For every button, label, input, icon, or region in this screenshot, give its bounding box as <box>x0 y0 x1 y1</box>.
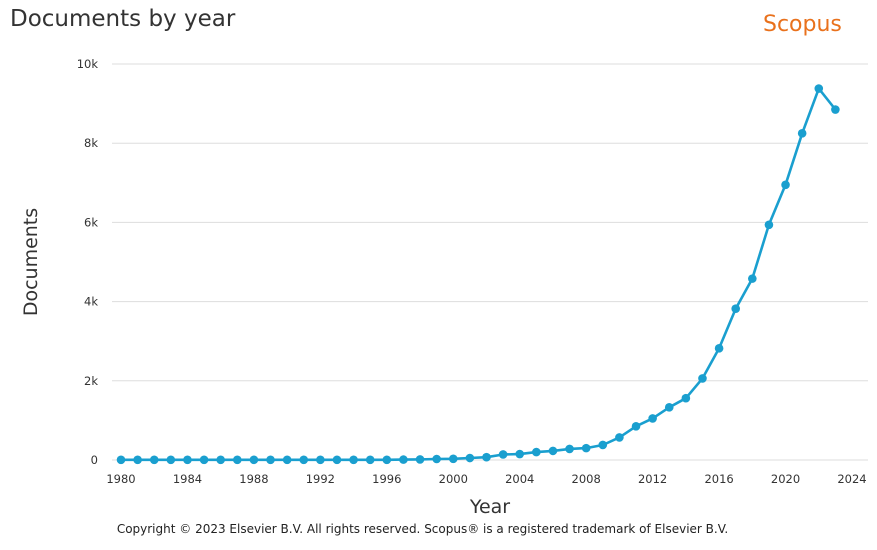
data-point <box>415 455 425 464</box>
x-tick-label: 2012 <box>638 472 667 486</box>
series-line <box>119 87 837 462</box>
line-chart: 0 2k 4k 6k 8k 10k 1980 1984 1988 1992 1996 2000 200… <box>20 57 868 518</box>
data-point <box>432 454 441 464</box>
data-point <box>299 455 309 465</box>
data-point <box>183 455 192 465</box>
scopus-logo: Scopus <box>763 12 842 37</box>
data-point <box>565 444 574 454</box>
data-point <box>448 454 458 464</box>
x-tick-label: 2016 <box>704 472 733 486</box>
data-point <box>216 455 225 465</box>
data-point <box>365 455 375 465</box>
data-point <box>598 440 608 450</box>
y-tick-label: 6k <box>84 215 98 229</box>
data-point <box>631 422 641 431</box>
x-tick-label: 1996 <box>372 472 401 486</box>
data-point <box>465 453 475 463</box>
data-point <box>731 304 741 314</box>
y-tick-label: 4k <box>84 295 98 309</box>
y-axis-ticks: 0 2k 4k 6k 8k 10k <box>77 57 99 467</box>
data-point <box>797 129 807 138</box>
data-point <box>116 455 126 465</box>
x-tick-label: 2024 <box>837 472 866 486</box>
data-point <box>831 105 840 114</box>
data-point <box>133 455 142 465</box>
x-tick-label: 2004 <box>505 472 534 486</box>
data-point <box>249 455 259 465</box>
data-point <box>615 433 624 442</box>
data-point <box>581 443 591 453</box>
data-point <box>764 220 774 230</box>
y-tick-label: 8k <box>84 136 98 150</box>
copyright-notice: Copyright © 2023 Elsevier B.V. All right… <box>116 522 729 536</box>
x-tick-label: 2000 <box>439 472 468 486</box>
y-tick-label: 10k <box>77 57 99 71</box>
data-point <box>714 344 724 353</box>
data-point <box>748 274 757 283</box>
chart-title: Documents by year <box>10 6 236 32</box>
data-point <box>781 180 790 190</box>
data-point <box>149 455 159 465</box>
data-point <box>166 455 176 465</box>
x-axis-label: Year <box>469 496 510 518</box>
data-point <box>664 403 674 412</box>
data-point <box>332 455 342 465</box>
data-point <box>282 455 292 465</box>
data-point <box>681 393 691 403</box>
x-tick-label: 1992 <box>306 472 335 486</box>
data-point <box>316 455 325 465</box>
data-point <box>382 455 392 465</box>
data-point <box>648 414 657 423</box>
gridlines <box>112 63 868 461</box>
data-point <box>515 449 525 459</box>
x-tick-label: 1988 <box>239 472 268 486</box>
data-point <box>532 447 541 457</box>
y-tick-label: 0 <box>91 453 98 467</box>
y-tick-label: 2k <box>84 374 98 388</box>
data-point <box>266 455 275 465</box>
x-tick-label: 1984 <box>173 472 202 486</box>
data-point <box>232 455 242 465</box>
x-axis-ticks: 1980 1984 1988 1992 1996 2000 2004 2008 2012 2016… <box>106 472 866 486</box>
data-point <box>498 450 508 459</box>
x-tick-label: 2008 <box>572 472 601 486</box>
data-series <box>116 84 840 465</box>
y-axis-label: Documents <box>20 208 42 316</box>
data-point <box>349 455 358 465</box>
data-point <box>199 455 209 465</box>
data-point <box>399 455 408 464</box>
x-tick-label: 1980 <box>106 472 135 486</box>
x-tick-label: 2020 <box>771 472 800 486</box>
data-point <box>814 84 824 93</box>
data-point <box>698 374 707 383</box>
data-point <box>482 452 491 462</box>
data-point <box>548 446 558 456</box>
